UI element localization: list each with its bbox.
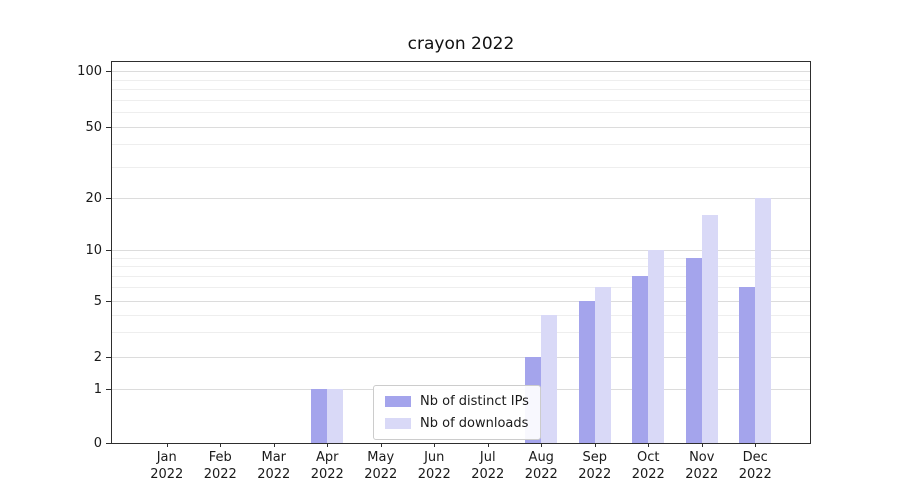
y-axis-tick-mark	[106, 249, 111, 251]
legend-item-distinct-ips: Nb of distinct IPs	[385, 394, 529, 409]
plot-area: Nb of distinct IPs Nb of downloads	[111, 61, 811, 444]
minor-gridline	[112, 144, 810, 146]
bar-downloads	[594, 287, 611, 443]
y-axis-tick-mark	[106, 443, 111, 444]
y-axis-tick-mark	[106, 71, 111, 73]
bar-distinct-ips	[685, 257, 702, 443]
x-axis-tick-label: Sep 2022	[578, 450, 612, 482]
x-axis-tick-mark	[380, 443, 382, 447]
x-axis-tick-mark	[273, 443, 275, 447]
x-axis-tick-mark	[487, 443, 489, 447]
minor-gridline	[112, 287, 810, 289]
bar-distinct-ips	[739, 287, 756, 443]
x-axis-tick-mark	[220, 443, 222, 447]
minor-gridline	[112, 266, 810, 268]
minor-gridline	[112, 332, 810, 334]
major-gridline	[112, 127, 810, 129]
y-axis-tick-label: 100	[77, 64, 102, 80]
minor-gridline	[112, 314, 810, 316]
bar-distinct-ips	[632, 276, 649, 443]
legend-label-downloads: Nb of downloads	[420, 416, 529, 431]
y-axis-tick-mark	[106, 300, 111, 302]
y-axis-tick-label: 0	[93, 436, 102, 451]
minor-gridline	[112, 89, 810, 91]
x-axis-tick-label: Dec 2022	[738, 450, 772, 482]
major-gridline	[112, 356, 810, 358]
y-axis-tick-mark	[106, 356, 111, 358]
bar-distinct-ips	[578, 300, 595, 443]
bar-downloads	[327, 388, 344, 443]
y-axis-tick-label: 2	[93, 349, 102, 365]
x-axis-tick-label: Aug 2022	[524, 450, 558, 482]
x-axis-tick-label: Nov 2022	[685, 450, 719, 482]
y-axis-tick-label: 20	[85, 191, 102, 207]
y-axis-tick-mark	[106, 388, 111, 390]
x-axis-tick-label: Jul 2022	[471, 450, 505, 482]
bar-downloads	[541, 314, 558, 443]
x-axis-tick-label: Jun 2022	[417, 450, 451, 482]
x-axis-tick-mark	[541, 443, 543, 447]
x-axis-tick-mark	[434, 443, 436, 447]
bar-downloads	[648, 249, 665, 443]
minor-gridline	[112, 112, 810, 114]
y-axis-tick-label: 1	[93, 381, 102, 397]
minor-gridline	[112, 79, 810, 81]
legend-swatch-downloads	[385, 418, 411, 429]
major-gridline	[112, 300, 810, 302]
major-gridline	[112, 198, 810, 200]
x-axis-tick-label: Mar 2022	[257, 450, 291, 482]
x-axis-tick-mark	[594, 443, 596, 447]
x-axis-tick-mark	[701, 443, 703, 447]
y-axis-tick-mark	[106, 198, 111, 200]
bar-distinct-ips	[311, 388, 328, 443]
y-axis-tick-label: 50	[85, 120, 102, 136]
legend-label-distinct-ips: Nb of distinct IPs	[420, 394, 529, 409]
major-gridline	[112, 71, 810, 73]
major-gridline	[112, 249, 810, 251]
legend: Nb of distinct IPs Nb of downloads	[373, 385, 541, 440]
x-axis-tick-mark	[648, 443, 650, 447]
x-axis-tick-mark	[755, 443, 757, 447]
chart-title: crayon 2022	[407, 34, 515, 54]
bar-downloads	[755, 198, 772, 443]
minor-gridline	[112, 257, 810, 259]
x-axis-tick-label: Feb 2022	[203, 450, 237, 482]
x-axis-tick-label: May 2022	[364, 450, 398, 482]
bar-downloads	[701, 214, 718, 443]
y-axis-tick-mark	[106, 127, 111, 129]
y-axis-tick-label: 10	[85, 242, 102, 258]
x-axis-tick-mark	[327, 443, 329, 447]
legend-item-downloads: Nb of downloads	[385, 416, 529, 431]
x-axis-tick-mark	[166, 443, 168, 447]
legend-swatch-distinct-ips	[385, 396, 411, 407]
y-axis-tick-label: 5	[93, 293, 102, 309]
minor-gridline	[112, 99, 810, 101]
minor-gridline	[112, 166, 810, 168]
x-axis-tick-label: Jan 2022	[150, 450, 184, 482]
x-axis-tick-label: Oct 2022	[631, 450, 665, 482]
x-axis-tick-label: Apr 2022	[310, 450, 344, 482]
minor-gridline	[112, 276, 810, 278]
